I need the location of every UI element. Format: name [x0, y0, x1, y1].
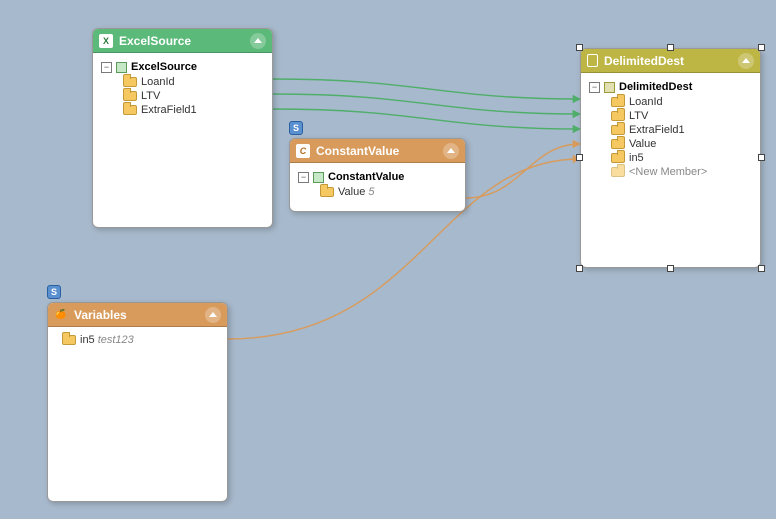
expander-icon[interactable]: − — [589, 82, 600, 93]
node-excelsource[interactable]: X ExcelSource − ExcelSource LoanId LTV E… — [92, 28, 273, 228]
field-ltv[interactable]: LTV — [589, 109, 752, 123]
selection-handle[interactable] — [576, 265, 583, 272]
field-icon — [611, 167, 625, 177]
field-label: Value — [629, 138, 656, 150]
field-label: LTV — [629, 110, 648, 122]
field-label: in5 — [629, 152, 644, 164]
field-extrafield1[interactable]: ExtraField1 — [589, 123, 752, 137]
field-in5[interactable]: in5 — [589, 151, 752, 165]
s-badge-constantvalue: S — [289, 121, 303, 135]
field-icon — [320, 187, 334, 197]
node-body: in5 test123 — [48, 327, 227, 355]
group-label: ExcelSource — [131, 61, 197, 73]
selection-handle[interactable] — [758, 265, 765, 272]
field-label: LoanId — [141, 76, 175, 88]
excel-icon: X — [99, 34, 113, 48]
field-extrafield1[interactable]: ExtraField1 — [101, 103, 264, 117]
field-icon — [611, 139, 625, 149]
node-header-delimiteddest[interactable]: DelimitedDest — [581, 49, 760, 73]
node-header-excelsource[interactable]: X ExcelSource — [93, 29, 272, 53]
field-label: in5 — [80, 334, 95, 346]
edge-ltv[interactable] — [273, 94, 580, 114]
field-new-member[interactable]: <New Member> — [589, 165, 752, 179]
field-value: 5 — [368, 186, 374, 198]
collapse-icon[interactable] — [250, 33, 266, 49]
field-in5[interactable]: in5 test123 — [56, 333, 219, 347]
selection-handle[interactable] — [667, 265, 674, 272]
field-icon — [611, 111, 625, 121]
s-badge-variables: S — [47, 285, 61, 299]
node-title: DelimitedDest — [604, 54, 684, 68]
field-label: ExtraField1 — [629, 124, 685, 136]
field-icon — [123, 105, 137, 115]
file-icon — [587, 54, 598, 67]
selection-handle[interactable] — [576, 154, 583, 161]
field-icon — [611, 125, 625, 135]
field-label: <New Member> — [629, 166, 707, 178]
field-ltv[interactable]: LTV — [101, 89, 264, 103]
field-value: test123 — [98, 334, 134, 346]
edge-loanid[interactable] — [273, 79, 580, 99]
node-title: Variables — [74, 308, 127, 322]
node-constantvalue[interactable]: C ConstantValue − ConstantValue Value 5 — [289, 138, 466, 212]
expander-icon[interactable]: − — [298, 172, 309, 183]
node-header-constantvalue[interactable]: C ConstantValue — [290, 139, 465, 163]
edge-extrafield1[interactable] — [273, 109, 580, 129]
selection-handle[interactable] — [758, 44, 765, 51]
node-body: − ExcelSource LoanId LTV ExtraField1 — [93, 53, 272, 125]
node-variables[interactable]: 🍊 Variables in5 test123 — [47, 302, 228, 502]
selection-handle[interactable] — [667, 44, 674, 51]
group-label: DelimitedDest — [619, 81, 692, 93]
edge-value[interactable] — [466, 144, 580, 198]
field-label: LoanId — [629, 96, 663, 108]
field-value[interactable]: Value 5 — [298, 185, 457, 199]
field-icon — [611, 97, 625, 107]
group-row[interactable]: − ExcelSource — [101, 59, 264, 75]
selection-handle[interactable] — [576, 44, 583, 51]
field-loanid[interactable]: LoanId — [101, 75, 264, 89]
field-loanid[interactable]: LoanId — [589, 95, 752, 109]
group-icon — [116, 62, 127, 73]
node-header-variables[interactable]: 🍊 Variables — [48, 303, 227, 327]
group-icon — [604, 82, 615, 93]
group-row[interactable]: − ConstantValue — [298, 169, 457, 185]
field-label: LTV — [141, 90, 160, 102]
selection-handle[interactable] — [758, 154, 765, 161]
group-row[interactable]: − DelimitedDest — [589, 79, 752, 95]
collapse-icon[interactable] — [205, 307, 221, 323]
group-label: ConstantValue — [328, 171, 404, 183]
node-delimiteddest[interactable]: DelimitedDest − DelimitedDest LoanId LTV… — [580, 48, 761, 268]
node-title: ExcelSource — [119, 34, 191, 48]
node-body: − ConstantValue Value 5 — [290, 163, 465, 207]
field-icon — [62, 335, 76, 345]
field-icon — [123, 91, 137, 101]
expander-icon[interactable]: − — [101, 62, 112, 73]
collapse-icon[interactable] — [738, 53, 754, 69]
node-title: ConstantValue — [316, 144, 399, 158]
field-icon — [611, 153, 625, 163]
constant-icon: C — [296, 144, 310, 158]
collapse-icon[interactable] — [443, 143, 459, 159]
variables-icon: 🍊 — [54, 308, 68, 322]
group-icon — [313, 172, 324, 183]
field-label: Value — [338, 186, 365, 198]
node-body: − DelimitedDest LoanId LTV ExtraField1 V… — [581, 73, 760, 187]
field-label: ExtraField1 — [141, 104, 197, 116]
field-icon — [123, 77, 137, 87]
field-value[interactable]: Value — [589, 137, 752, 151]
